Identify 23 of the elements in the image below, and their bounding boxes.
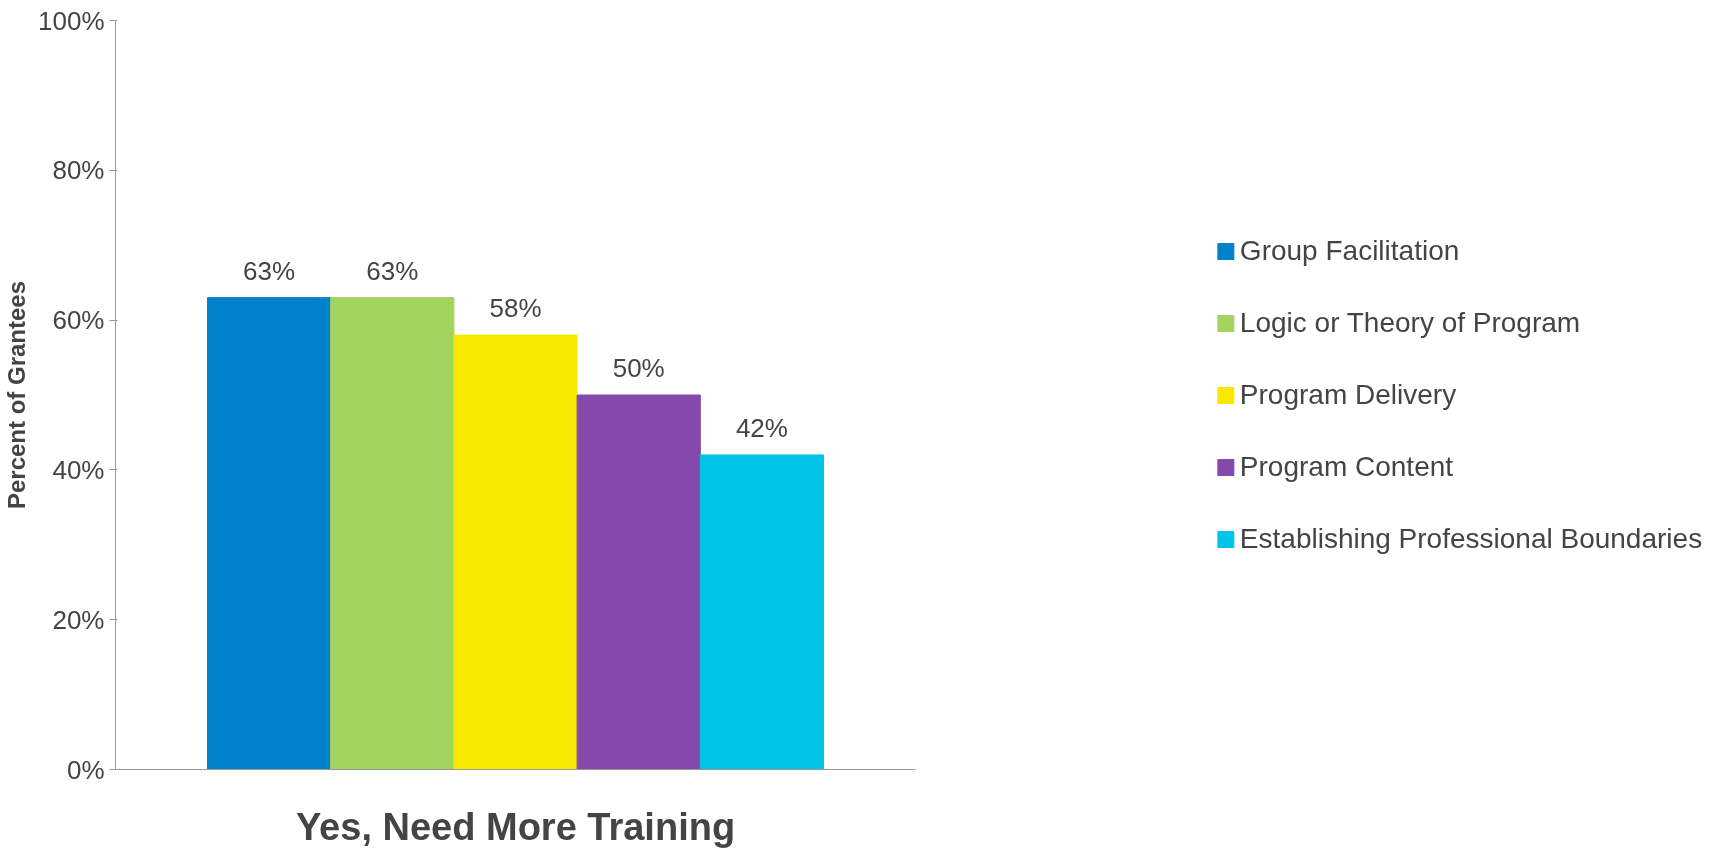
legend-label: Establishing Professional Boundaries [1239, 522, 1703, 555]
data-label: 63% [366, 255, 419, 286]
data-label: 63% [243, 255, 296, 286]
bar [576, 394, 701, 770]
y-axis-title: Percent of Grantees [3, 280, 30, 510]
y-tick-label: 100% [38, 5, 105, 36]
y-tick-label: 40% [52, 454, 105, 485]
bar [330, 297, 455, 770]
legend-label: Program Delivery [1239, 378, 1457, 411]
data-label: 42% [735, 412, 788, 443]
data-label: 58% [489, 293, 542, 324]
x-tick-label: Yes, Need More Training [295, 805, 736, 848]
y-tick-label: 80% [52, 155, 105, 186]
legend-label: Group Facilitation [1239, 234, 1460, 267]
legend-label: Logic or Theory of Program [1239, 306, 1581, 339]
bar [699, 454, 824, 770]
y-tick-label: 20% [52, 604, 105, 635]
legend-label: Program Content [1239, 450, 1454, 483]
y-tick-label: 60% [52, 305, 105, 336]
y-tick-label: 0% [66, 754, 105, 785]
bar [207, 297, 332, 770]
bar [453, 334, 578, 770]
data-label: 50% [612, 353, 665, 383]
